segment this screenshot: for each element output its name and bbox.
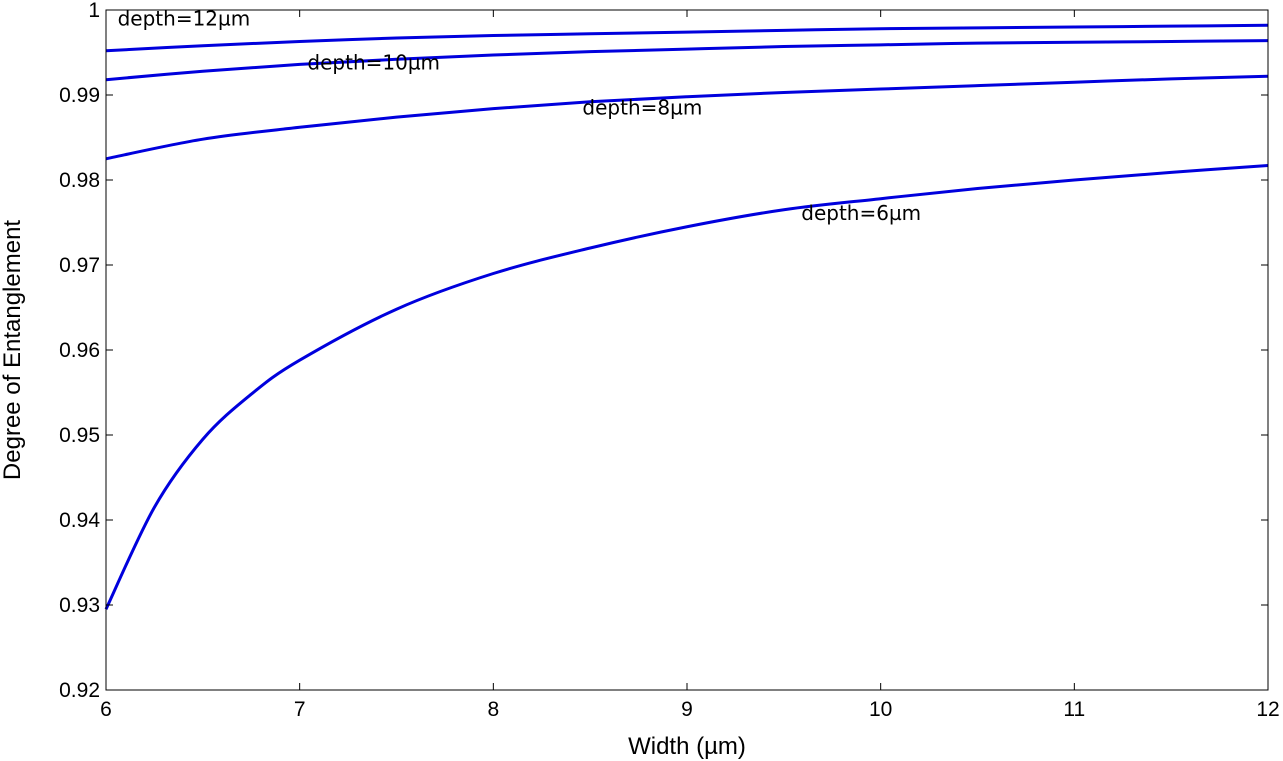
x-tick-label: 9	[681, 698, 693, 721]
series-line	[105, 74, 1269, 161]
y-tick-label: 0.93	[59, 594, 100, 617]
x-axis: 6 7 8 9 10 11 12	[100, 10, 1280, 721]
x-tick-label: 11	[1063, 698, 1085, 721]
series-annotation: depth=6µm	[801, 201, 921, 225]
series-annotation: depth=8µm	[582, 96, 702, 120]
y-tick-label: 0.95	[59, 424, 100, 447]
series-line	[105, 39, 1269, 82]
y-axis: 0.92 0.93 0.94 0.95 0.96 0.97 0.98 0.99 1	[59, 0, 1268, 702]
plot-lines	[104, 23, 1269, 610]
x-tick-label: 6	[100, 698, 112, 721]
series-line	[104, 164, 1269, 610]
x-axis-label: Width (µm)	[628, 733, 746, 760]
y-tick-label: 0.94	[59, 509, 100, 532]
y-tick-label: 1	[88, 0, 100, 22]
y-tick-label: 0.97	[59, 254, 100, 277]
x-tick-label: 12	[1256, 698, 1279, 721]
x-tick-label: 10	[869, 698, 892, 721]
y-axis-label: Degree of Entanglement	[0, 220, 26, 481]
y-tick-label: 0.96	[59, 339, 100, 362]
series-annotation: depth=10µm	[307, 51, 440, 75]
series-line	[105, 23, 1269, 53]
x-tick-label: 7	[294, 698, 306, 721]
y-tick-label: 0.92	[59, 679, 100, 702]
y-tick-label: 0.99	[59, 84, 100, 107]
x-tick-label: 8	[487, 698, 499, 721]
y-tick-label: 0.98	[59, 169, 100, 192]
